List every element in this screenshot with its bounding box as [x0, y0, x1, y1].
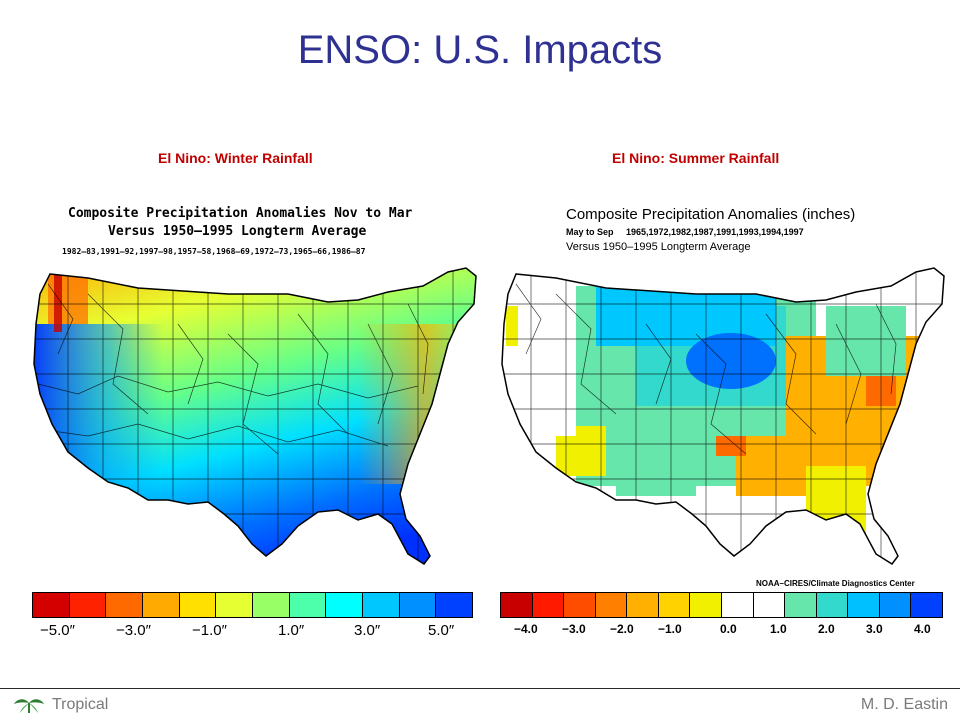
summer-tick-2: −3.0: [562, 622, 586, 636]
summer-map-title-line2b: 1965,1972,1982,1987,1991,1993,1994,1997: [626, 227, 804, 237]
winter-legend-swatch-12: [435, 592, 473, 618]
summer-legend: −4.0 −3.0 −2.0 −1.0 0.0 1.0 2.0 3.0 4.0: [500, 592, 946, 642]
summer-legend-swatch-9: [752, 592, 786, 618]
winter-legend-swatch-4: [142, 592, 180, 618]
summer-map-panel: Composite Precipitation Anomalies (inche…: [486, 196, 946, 586]
summer-tick-5: 0.0: [720, 622, 737, 636]
winter-tick-1: −5.0″: [40, 622, 75, 639]
summer-tick-9: 4.0: [914, 622, 931, 636]
summer-legend-swatch-3: [563, 592, 596, 618]
summer-legend-swatch-13: [878, 592, 912, 618]
footer-course-label: Tropical: [52, 696, 109, 713]
summer-legend-swatch-7: [689, 592, 722, 618]
footer-author: M. D. Eastin: [860, 696, 948, 713]
winter-map-panel: Composite Precipitation Anomalies Nov to…: [28, 196, 480, 586]
winter-legend-swatch-8: [288, 592, 327, 618]
slide-footer: Tropical M. D. Eastin: [0, 688, 960, 721]
palm-logo-icon: [14, 699, 44, 713]
winter-legend-swatch-3: [105, 592, 143, 618]
summer-legend-swatch-6: [657, 592, 691, 618]
summer-tick-3: −2.0: [610, 622, 634, 636]
summer-map-title-line1: Composite Precipitation Anomalies (inche…: [566, 206, 856, 223]
summer-map-title-line3: Versus 1950–1995 Longterm Average: [566, 241, 751, 253]
summer-tick-4: −1.0: [658, 622, 682, 636]
winter-tick-6: 5.0″: [428, 622, 455, 639]
summer-us-map: [501, 267, 945, 566]
winter-legend-swatch-1: [32, 592, 70, 618]
summer-legend-swatch-11: [815, 592, 849, 618]
winter-legend-swatch-6: [215, 592, 253, 618]
summer-tick-1: −4.0: [514, 622, 538, 636]
winter-legend-swatch-7: [252, 592, 290, 618]
slide-title: ENSO: U.S. Impacts: [297, 28, 663, 72]
summer-legend-swatch-8: [721, 592, 754, 618]
summer-legend-swatch-10: [784, 592, 817, 618]
winter-map-years: 1982–83,1991–92,1997–98,1957–58,1968–69,…: [62, 247, 366, 256]
winter-legend-swatch-10: [362, 592, 400, 618]
winter-tick-3: −1.0″: [192, 622, 227, 639]
winter-tick-5: 3.0″: [354, 622, 381, 639]
summer-credit: NOAA–CIRES/Climate Diagnostics Center: [756, 579, 915, 588]
winter-map-title-line1: Composite Precipitation Anomalies Nov to…: [68, 206, 413, 221]
winter-legend-swatch-11: [398, 592, 437, 618]
summer-tick-8: 3.0: [866, 622, 883, 636]
summer-legend-swatch-1: [500, 592, 533, 618]
summer-tick-6: 1.0: [770, 622, 787, 636]
summer-legend-swatch-4: [594, 592, 628, 618]
summer-tick-7: 2.0: [818, 622, 835, 636]
summer-legend-swatch-12: [847, 592, 880, 618]
summer-panel-title: El Nino: Summer Rainfall: [612, 150, 780, 166]
winter-tick-2: −3.0″: [116, 622, 151, 639]
winter-panel-title: El Nino: Winter Rainfall: [158, 150, 313, 166]
winter-legend: −5.0″ −3.0″ −1.0″ 1.0″ 3.0″ 5.0″: [32, 592, 476, 644]
summer-legend-swatch-2: [531, 592, 565, 618]
winter-tick-4: 1.0″: [278, 622, 305, 639]
winter-map-title-line2: Versus 1950–1995 Longterm Average: [108, 224, 367, 239]
winter-legend-swatch-9: [325, 592, 363, 618]
summer-legend-swatch-5: [626, 592, 659, 618]
summer-legend-swatch-14: [910, 592, 943, 618]
winter-us-map: [33, 267, 477, 566]
winter-legend-swatch-5: [178, 592, 217, 618]
winter-legend-swatch-2: [68, 592, 107, 618]
summer-map-title-line2a: May to Sep: [566, 227, 614, 237]
